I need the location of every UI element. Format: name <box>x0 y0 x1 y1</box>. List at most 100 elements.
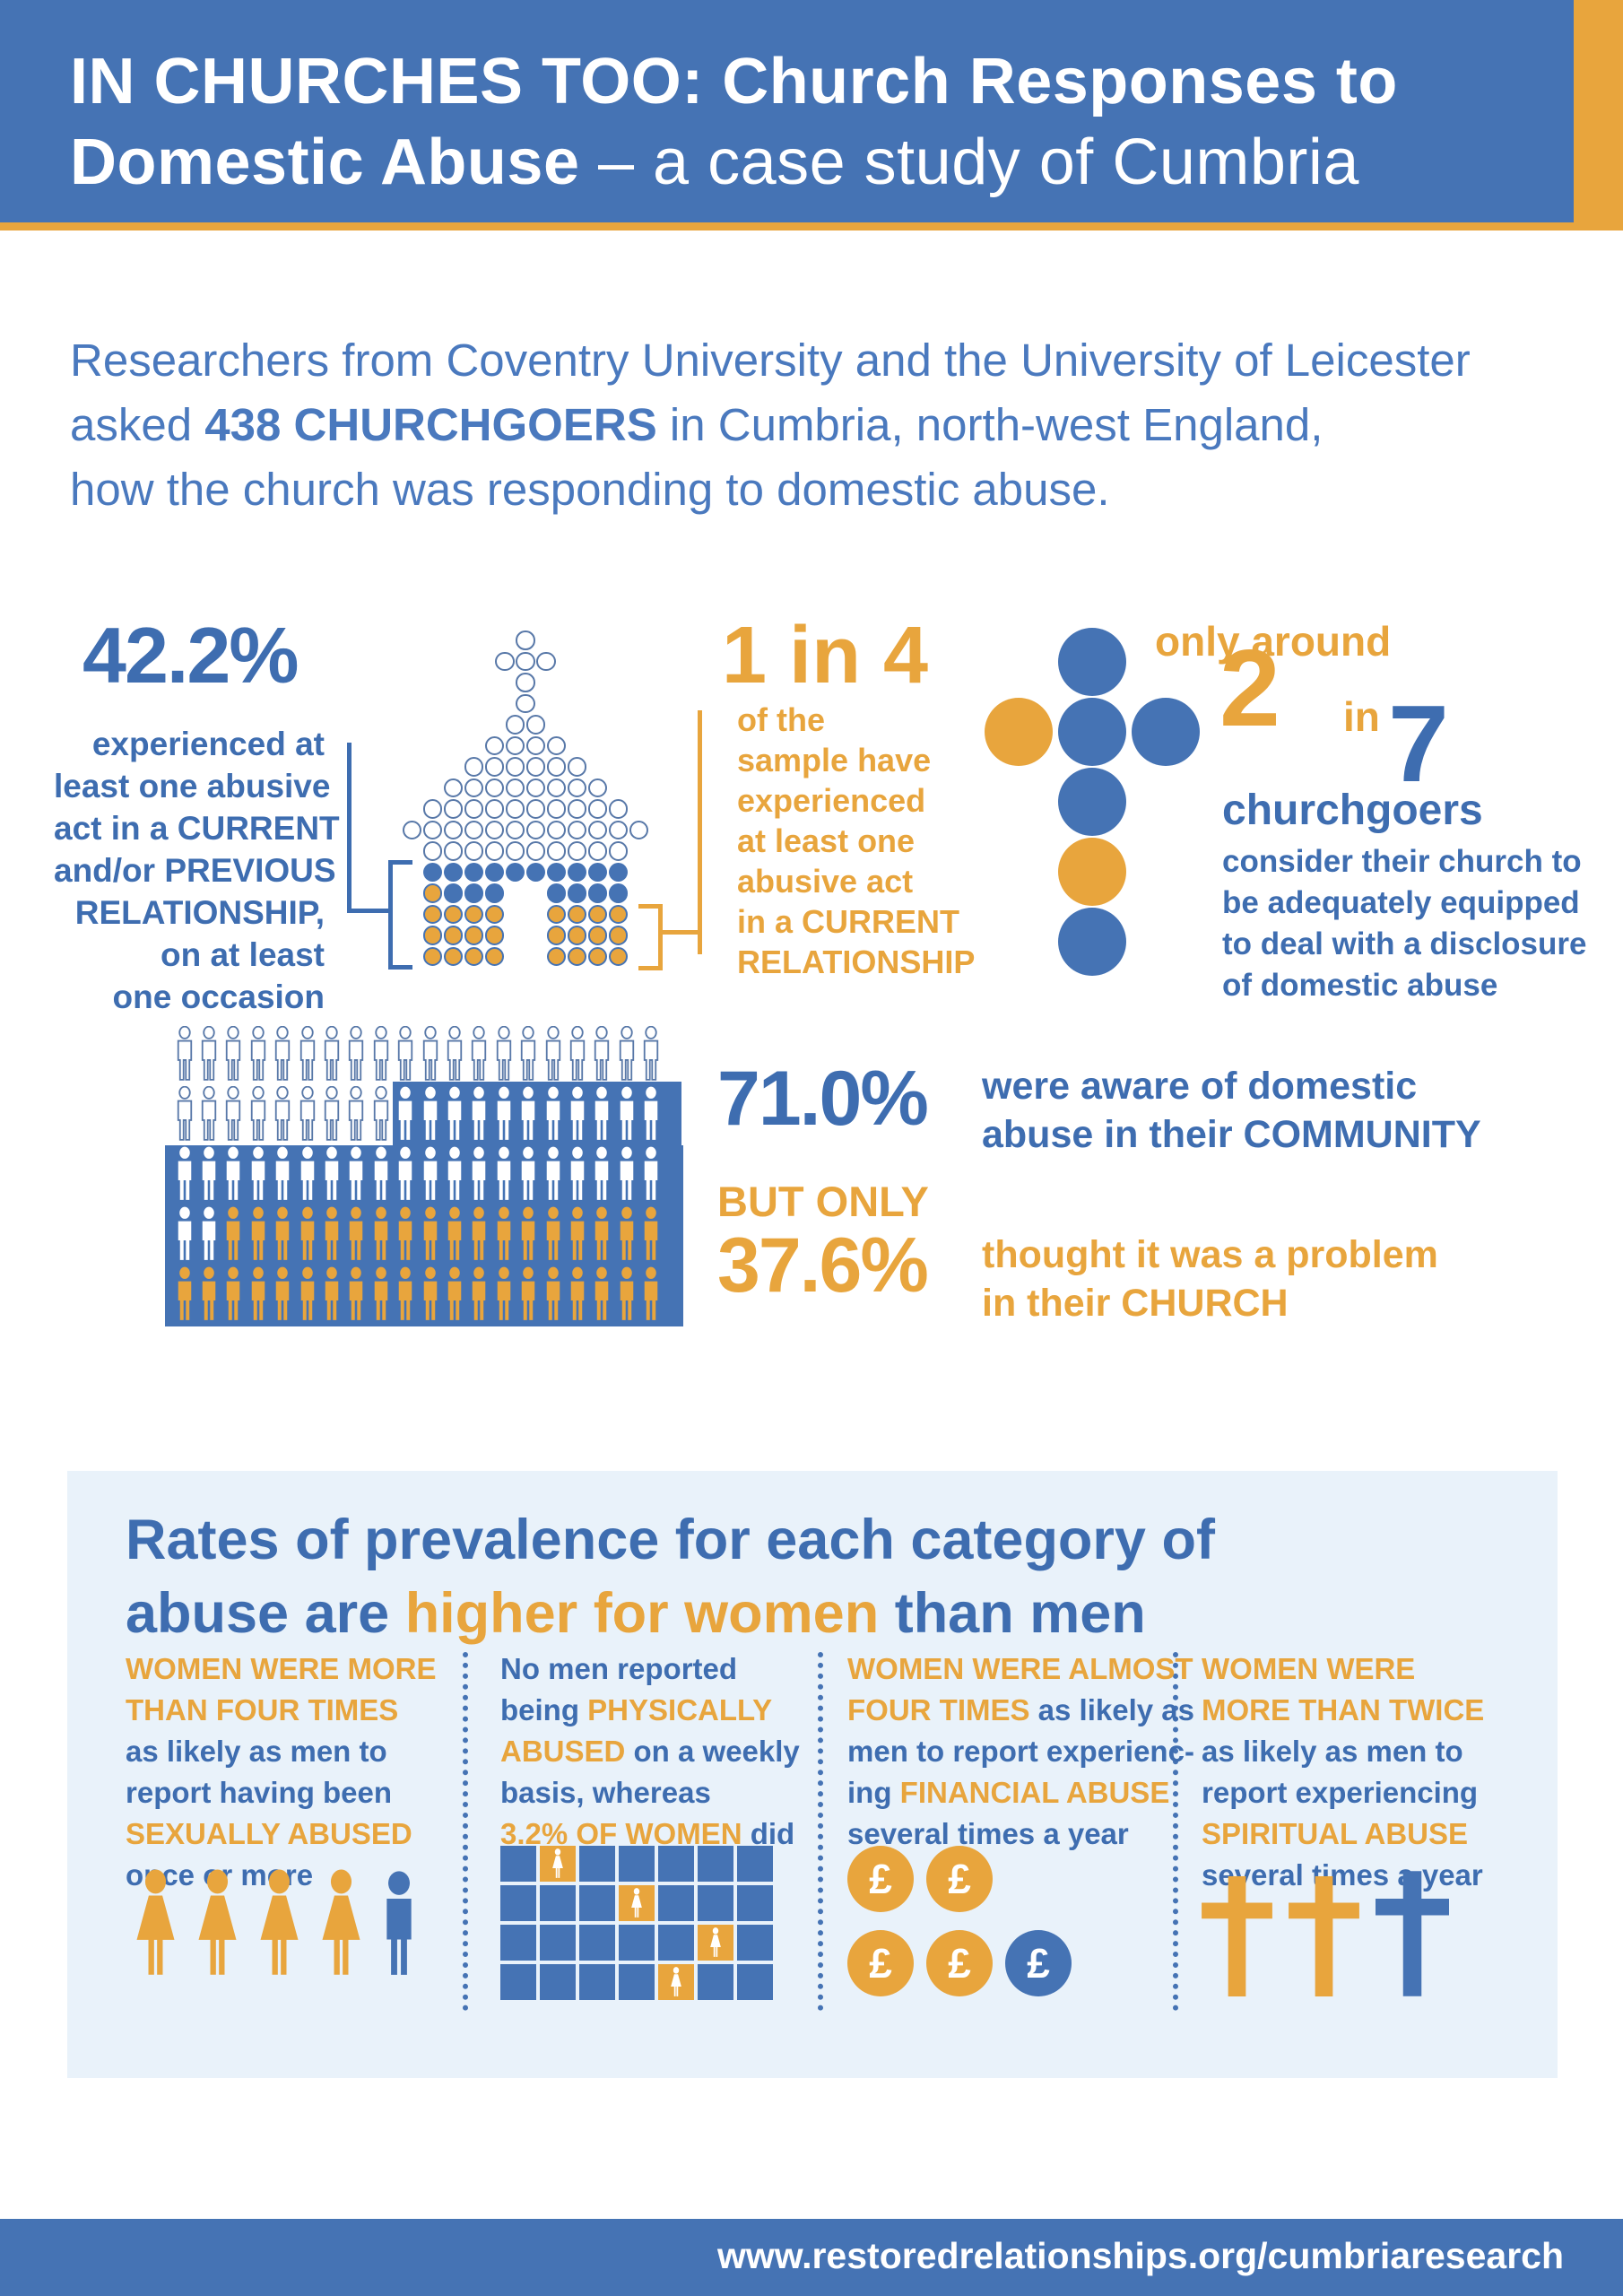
person-icon <box>520 1026 536 1081</box>
text-segment: WOMEN WERE ALMOST <box>847 1652 1193 1685</box>
circle-icon <box>608 799 629 819</box>
person-icon <box>201 1026 217 1081</box>
circle-icon <box>484 799 505 819</box>
pictogram-cell <box>172 1144 196 1205</box>
pictogram-cell <box>614 1084 638 1144</box>
church-cell <box>516 693 536 715</box>
text-segment: Rates of prevalence for each category of <box>126 1509 1215 1571</box>
church-cell <box>608 862 629 883</box>
circle-icon <box>443 926 464 945</box>
pictogram-cell <box>271 1265 295 1325</box>
circle-icon <box>1058 838 1126 906</box>
circle-icon <box>525 862 546 882</box>
text-line: of the <box>737 701 825 738</box>
footer-url[interactable]: www.restoredrelationships.org/cumbriares… <box>716 2235 1564 2276</box>
circle-icon <box>567 883 587 903</box>
woman-icon <box>631 1888 642 1918</box>
pictogram-cell <box>196 1205 221 1265</box>
stat-2in7-prefix: only around <box>1155 618 1392 665</box>
square-icon <box>698 1885 733 1921</box>
church-cell <box>629 820 649 841</box>
pictogram-cell <box>394 1265 418 1325</box>
pictogram-cell <box>369 1024 393 1084</box>
pictogram-cell <box>418 1205 442 1265</box>
circle-icon <box>464 904 484 924</box>
header-banner <box>0 0 1574 222</box>
church-row <box>402 820 649 841</box>
church-row <box>402 798 649 820</box>
person-icon <box>275 1146 290 1200</box>
person-icon <box>373 1026 388 1081</box>
person-icon <box>325 1266 339 1320</box>
circle-icon <box>484 862 505 882</box>
person-icon <box>202 1206 216 1260</box>
person-icon <box>227 1146 240 1200</box>
pictogram-cell <box>442 1144 466 1205</box>
pictogram-cell <box>516 1084 540 1144</box>
pictogram-cell <box>246 1084 270 1144</box>
church-cell <box>443 778 464 799</box>
pictogram-cell <box>319 1205 343 1265</box>
circle-icon <box>567 841 587 861</box>
pictogram-cell <box>565 1265 589 1325</box>
person-icon <box>251 1206 265 1260</box>
church-cell <box>484 778 505 799</box>
pictogram-cell <box>491 1205 516 1265</box>
pictogram-cell <box>295 1084 319 1144</box>
woman-square-icon <box>540 1846 576 1882</box>
church-cell <box>546 904 567 926</box>
circle-icon <box>484 757 505 777</box>
pictogram-cell <box>516 1024 540 1084</box>
woman-icon <box>322 1869 360 1975</box>
church-cell <box>402 820 422 841</box>
text-segment: report having been <box>126 1776 393 1809</box>
person-icon <box>324 1026 340 1081</box>
pictogram-cell <box>344 1024 369 1084</box>
circle-icon <box>422 841 443 861</box>
person-icon <box>250 1026 266 1081</box>
woman-icon <box>260 1869 299 1975</box>
church-cell <box>505 840 525 862</box>
person-icon <box>643 1026 659 1081</box>
text-line: of domestic abuse <box>1222 968 1498 1003</box>
text-line: abusive act <box>737 863 914 900</box>
church-cell <box>546 883 567 904</box>
square-icon <box>737 1885 773 1921</box>
pictogram-cell <box>491 1024 516 1084</box>
circle-icon <box>546 841 567 861</box>
person-icon <box>595 1086 609 1140</box>
church-cell <box>587 925 608 946</box>
circle-icon <box>985 698 1053 766</box>
church-cell <box>484 862 505 883</box>
circle-icon <box>525 799 546 819</box>
woman-icon <box>710 1927 721 1957</box>
church-cell <box>525 820 546 841</box>
text-segment: asked <box>70 399 205 450</box>
church-row <box>402 714 649 735</box>
person-icon <box>447 1266 462 1320</box>
pictogram-cell <box>565 1144 589 1205</box>
person-icon <box>325 1206 339 1260</box>
cross-7-pictogram <box>985 628 1280 987</box>
stat-1in4-rule <box>698 710 702 954</box>
circle-icon <box>464 757 484 777</box>
church-cell <box>505 883 525 904</box>
pictogram-cell <box>467 1084 491 1144</box>
text-line: being PHYSICALLY <box>500 1690 800 1731</box>
prevalence-heading: Rates of prevalence for each category of… <box>126 1503 1215 1650</box>
text-segment: SPIRITUAL ABUSE <box>1202 1817 1469 1850</box>
person-icon <box>398 1086 412 1140</box>
circle-icon <box>495 651 515 671</box>
circle-icon <box>546 862 567 882</box>
text-segment: abuse are <box>126 1582 405 1645</box>
circle-icon <box>484 735 505 755</box>
cross-icon-wrap <box>1289 1876 1359 2001</box>
text-segment: report experiencing <box>1202 1776 1479 1809</box>
text-line: WOMEN WERE ALMOST <box>847 1648 1194 1690</box>
text-segment: as likely as <box>1029 1693 1194 1726</box>
person-icon <box>447 1086 462 1140</box>
square-icon <box>540 1885 576 1921</box>
church-cell <box>546 925 567 946</box>
square-icon <box>579 1964 615 2000</box>
pictogram-cell <box>246 1024 270 1084</box>
